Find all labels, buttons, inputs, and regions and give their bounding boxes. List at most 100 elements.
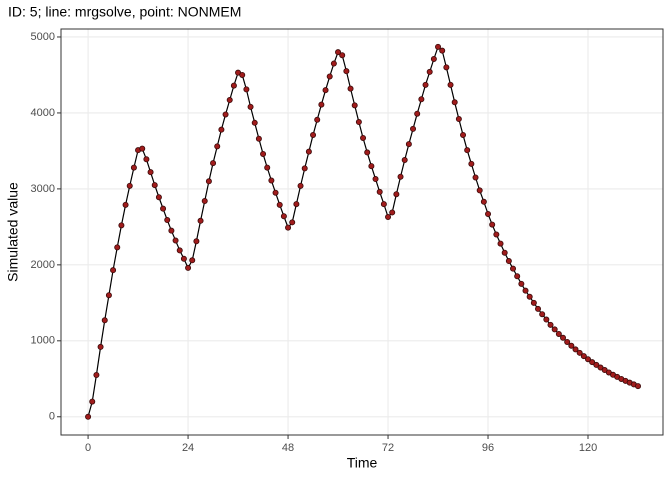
point [322,87,329,94]
point [576,349,583,356]
point [160,205,167,212]
point [222,111,229,118]
point [426,68,433,75]
point [214,143,221,150]
point [401,157,408,164]
point [410,125,417,132]
point [564,338,571,345]
point [405,141,412,148]
point [268,177,275,184]
point [193,238,200,245]
point [85,413,92,420]
point [543,316,550,323]
point [518,280,525,287]
point [305,148,312,155]
point [414,110,421,117]
point [635,383,642,390]
panel-border [60,28,664,436]
point [122,201,129,208]
point [280,213,287,220]
point [451,99,458,106]
grid [61,29,663,435]
point [101,317,108,324]
point [326,73,333,80]
point [147,169,154,176]
point [205,178,212,185]
point [351,102,358,109]
point [310,131,317,138]
point [580,353,587,360]
point [151,182,158,189]
point [93,371,100,378]
point [422,81,429,88]
point [210,160,217,167]
point [593,361,600,368]
point [393,191,400,198]
point [443,64,450,71]
marks [85,43,642,420]
point [568,342,575,349]
point [385,213,392,220]
y-tick-label: 0 [49,411,55,423]
point [501,249,508,256]
point [201,198,208,205]
point [168,227,175,234]
point [330,60,337,67]
point [555,330,562,337]
point [118,222,125,229]
point [522,287,529,294]
point [260,150,267,157]
chart-title: ID: 5; line: mrgsolve, point: NONMEM [8,4,241,20]
point [130,164,137,171]
point [460,131,467,138]
point [185,264,192,271]
point [360,135,367,142]
point [139,145,146,152]
point [218,126,225,133]
point [493,231,500,238]
point [172,237,179,244]
x-tick-label: 24 [182,442,194,454]
point [435,43,442,50]
point [293,201,300,208]
point [372,176,379,183]
point [297,182,304,189]
x-axis-title: Time [347,455,378,471]
point [339,52,346,59]
point [126,182,133,189]
point [480,198,487,205]
point [447,81,454,88]
point [430,56,437,63]
x-tick-label: 0 [85,442,91,454]
point [301,165,308,172]
point [347,85,354,92]
point [589,359,596,366]
point [376,188,383,195]
point [89,398,96,405]
point [439,47,446,54]
point [510,265,517,272]
point [289,219,296,226]
y-tick-label: 4000 [31,107,55,119]
point [485,210,492,217]
point [285,224,292,231]
point [535,305,542,312]
point [547,321,554,328]
point [343,68,350,75]
point [143,156,150,163]
point [255,135,262,142]
plot-panel [61,29,663,435]
point [526,293,533,300]
point [314,116,321,123]
point [226,97,233,104]
point [585,356,592,363]
y-axis-title: Simulated value [5,182,21,282]
point [514,273,521,280]
point [155,194,162,201]
point [497,240,504,247]
y-tick-label: 2000 [31,259,55,271]
point [418,96,425,103]
point [389,209,396,216]
point [272,189,279,196]
